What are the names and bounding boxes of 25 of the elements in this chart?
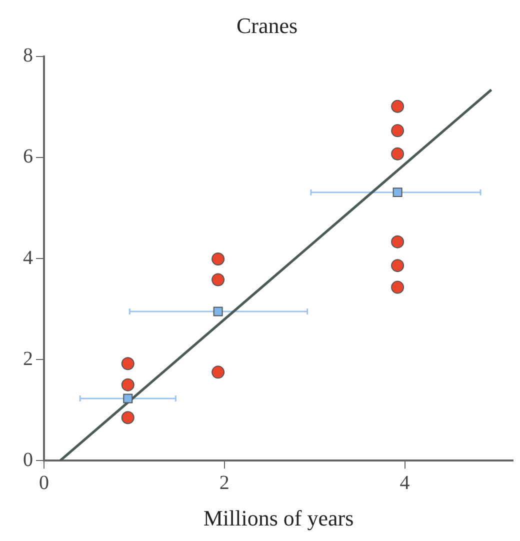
x-tick-label: 4 — [400, 472, 410, 494]
x-tick-label: 0 — [39, 472, 49, 494]
point — [391, 280, 404, 294]
point — [212, 252, 225, 266]
point — [391, 124, 404, 138]
point — [391, 147, 404, 160]
point — [212, 273, 225, 286]
chart-title: Cranes — [236, 12, 298, 38]
point — [391, 259, 404, 272]
y-tick-label: 8 — [23, 44, 33, 67]
point — [391, 235, 404, 248]
y-tick-label: 4 — [23, 246, 33, 269]
point — [392, 188, 402, 198]
x-tick-label: 2 — [219, 472, 230, 494]
y-tick-label: 6 — [23, 146, 33, 168]
point — [121, 378, 134, 392]
x-axis-title: Millions of years — [203, 506, 354, 531]
point — [212, 366, 225, 379]
y-tick-label: 2 — [23, 348, 33, 370]
point — [123, 394, 133, 404]
point — [121, 357, 134, 370]
point — [121, 411, 134, 424]
y-tick-label: 0 — [23, 448, 33, 471]
point — [213, 306, 223, 316]
point — [391, 100, 404, 113]
